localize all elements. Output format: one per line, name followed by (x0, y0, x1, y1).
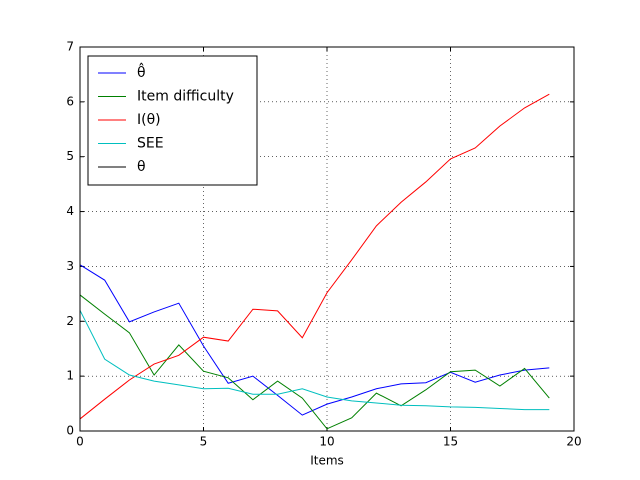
x-axis-label: Items (310, 454, 344, 468)
x-tick-label: 0 (76, 435, 84, 449)
legend-label: θ (137, 159, 146, 175)
y-tick-label: 5 (66, 149, 74, 163)
y-tick-label: 2 (66, 314, 74, 328)
y-tick-label: 1 (66, 369, 74, 383)
x-tick-label: 15 (443, 435, 458, 449)
plot-frame (79, 46, 575, 432)
y-tick-label: 3 (66, 259, 74, 273)
series-line (79, 264, 550, 416)
legend-label: θ̂ (137, 62, 146, 81)
series-line (79, 294, 550, 430)
legend-label: Item difficulty (137, 89, 234, 105)
y-tick-label: 6 (66, 94, 74, 108)
series-line (79, 310, 550, 411)
x-tick-label: 10 (319, 435, 334, 449)
y-tick-label: 0 (66, 424, 74, 438)
legend-label: I(θ) (137, 112, 161, 128)
x-tick-label: 5 (200, 435, 208, 449)
series-line (79, 93, 550, 420)
legend-label: SEE (137, 136, 164, 152)
y-tick-label: 7 (66, 40, 74, 54)
x-tick-label: 20 (566, 435, 581, 449)
y-tick-label: 4 (66, 204, 74, 218)
